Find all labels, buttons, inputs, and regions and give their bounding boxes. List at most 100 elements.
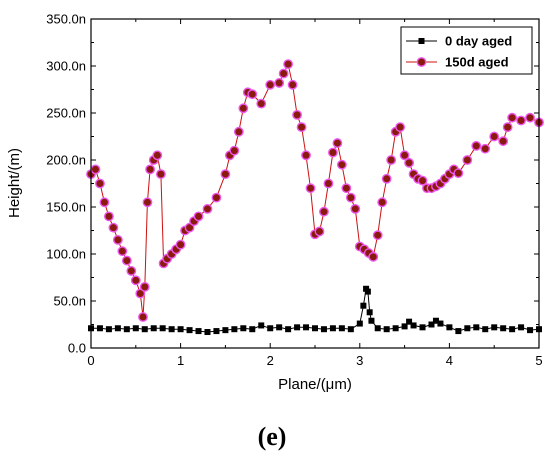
- data-point: [518, 324, 525, 331]
- data-point: [446, 324, 453, 331]
- data-point: [231, 326, 238, 333]
- data-point: [240, 325, 247, 332]
- data-point: [285, 326, 292, 333]
- data-point: [462, 155, 473, 165]
- data-point: [193, 211, 204, 222]
- figure-caption: (e): [258, 422, 287, 451]
- data-point: [202, 203, 213, 214]
- x-tick-label: 5: [535, 353, 542, 368]
- legend-marker: [418, 38, 425, 44]
- data-point: [274, 78, 285, 88]
- data-point: [168, 326, 175, 333]
- legend-label: 150d aged: [445, 55, 509, 70]
- data-point: [267, 325, 274, 332]
- data-point: [213, 328, 220, 335]
- y-axis-title: Height/(m): [6, 148, 23, 218]
- y-tick-label: 150.0n: [46, 200, 86, 215]
- data-point: [332, 138, 343, 148]
- legend: 0 day aged 150d aged: [400, 26, 533, 75]
- data-point: [417, 175, 428, 186]
- data-point: [159, 325, 166, 332]
- data-point: [366, 309, 373, 316]
- data-point: [139, 281, 150, 292]
- data-point: [502, 122, 513, 133]
- x-tick-label: 0: [87, 353, 94, 368]
- y-tick-label: 350.0n: [46, 12, 86, 27]
- legend-marker: [416, 57, 427, 67]
- data-point: [341, 183, 352, 194]
- data-point: [386, 155, 397, 165]
- data-point: [90, 164, 101, 175]
- data-point: [296, 122, 307, 133]
- data-point: [437, 320, 444, 327]
- data-point: [401, 323, 408, 330]
- data-point: [155, 169, 166, 180]
- data-point: [130, 275, 141, 286]
- data-point: [406, 318, 413, 325]
- data-point: [184, 222, 195, 233]
- data-point: [135, 288, 146, 299]
- data-point: [381, 173, 392, 184]
- data-point: [195, 328, 202, 335]
- data-point: [516, 115, 526, 126]
- y-tick-label: 200.0n: [46, 153, 86, 168]
- data-point: [314, 226, 325, 237]
- data-point: [471, 140, 482, 151]
- data-point: [500, 325, 507, 332]
- data-point: [377, 197, 388, 208]
- data-point: [142, 197, 153, 208]
- data-point: [145, 164, 156, 175]
- data-point: [177, 326, 184, 333]
- data-point: [105, 326, 112, 333]
- data-point: [175, 239, 186, 250]
- data-point: [186, 327, 193, 334]
- data-point: [383, 326, 390, 333]
- data-point: [150, 325, 157, 332]
- data-point: [338, 325, 345, 332]
- data-point: [419, 324, 426, 331]
- x-tick-label: 4: [446, 353, 453, 368]
- data-point: [323, 178, 334, 189]
- data-point: [204, 329, 211, 336]
- data-point: [350, 203, 361, 214]
- data-point: [345, 192, 356, 203]
- data-point: [480, 143, 491, 154]
- data-point: [283, 59, 294, 70]
- y-tick-label: 250.0n: [46, 106, 86, 121]
- data-point: [96, 325, 103, 332]
- x-tick-label: 1: [177, 353, 184, 368]
- series-2: [86, 59, 544, 322]
- data-point: [356, 320, 363, 327]
- data-point: [303, 324, 310, 331]
- data-point: [489, 131, 500, 142]
- data-point: [238, 103, 249, 114]
- data-point: [112, 234, 123, 245]
- data-point: [301, 150, 311, 161]
- data-point: [329, 325, 336, 332]
- data-point: [121, 255, 132, 266]
- data-point: [276, 324, 283, 331]
- data-point: [453, 168, 464, 179]
- data-point: [247, 89, 258, 100]
- data-point: [141, 326, 148, 333]
- y-tick-label: 300.0n: [46, 59, 86, 74]
- legend-label: 0 day aged: [445, 34, 512, 49]
- data-point: [233, 126, 244, 137]
- data-point: [336, 159, 347, 170]
- data-point: [525, 112, 535, 123]
- data-point: [320, 326, 327, 333]
- data-point: [108, 222, 119, 233]
- data-point: [432, 317, 439, 324]
- data-point: [258, 322, 265, 329]
- data-point: [220, 169, 231, 180]
- data-point: [287, 79, 298, 90]
- data-point: [278, 68, 289, 79]
- data-point: [123, 326, 130, 333]
- data-point: [482, 326, 489, 333]
- data-point: [368, 251, 379, 262]
- data-point: [152, 150, 163, 161]
- data-point: [312, 325, 318, 332]
- data-point: [507, 112, 518, 123]
- data-point: [211, 192, 222, 203]
